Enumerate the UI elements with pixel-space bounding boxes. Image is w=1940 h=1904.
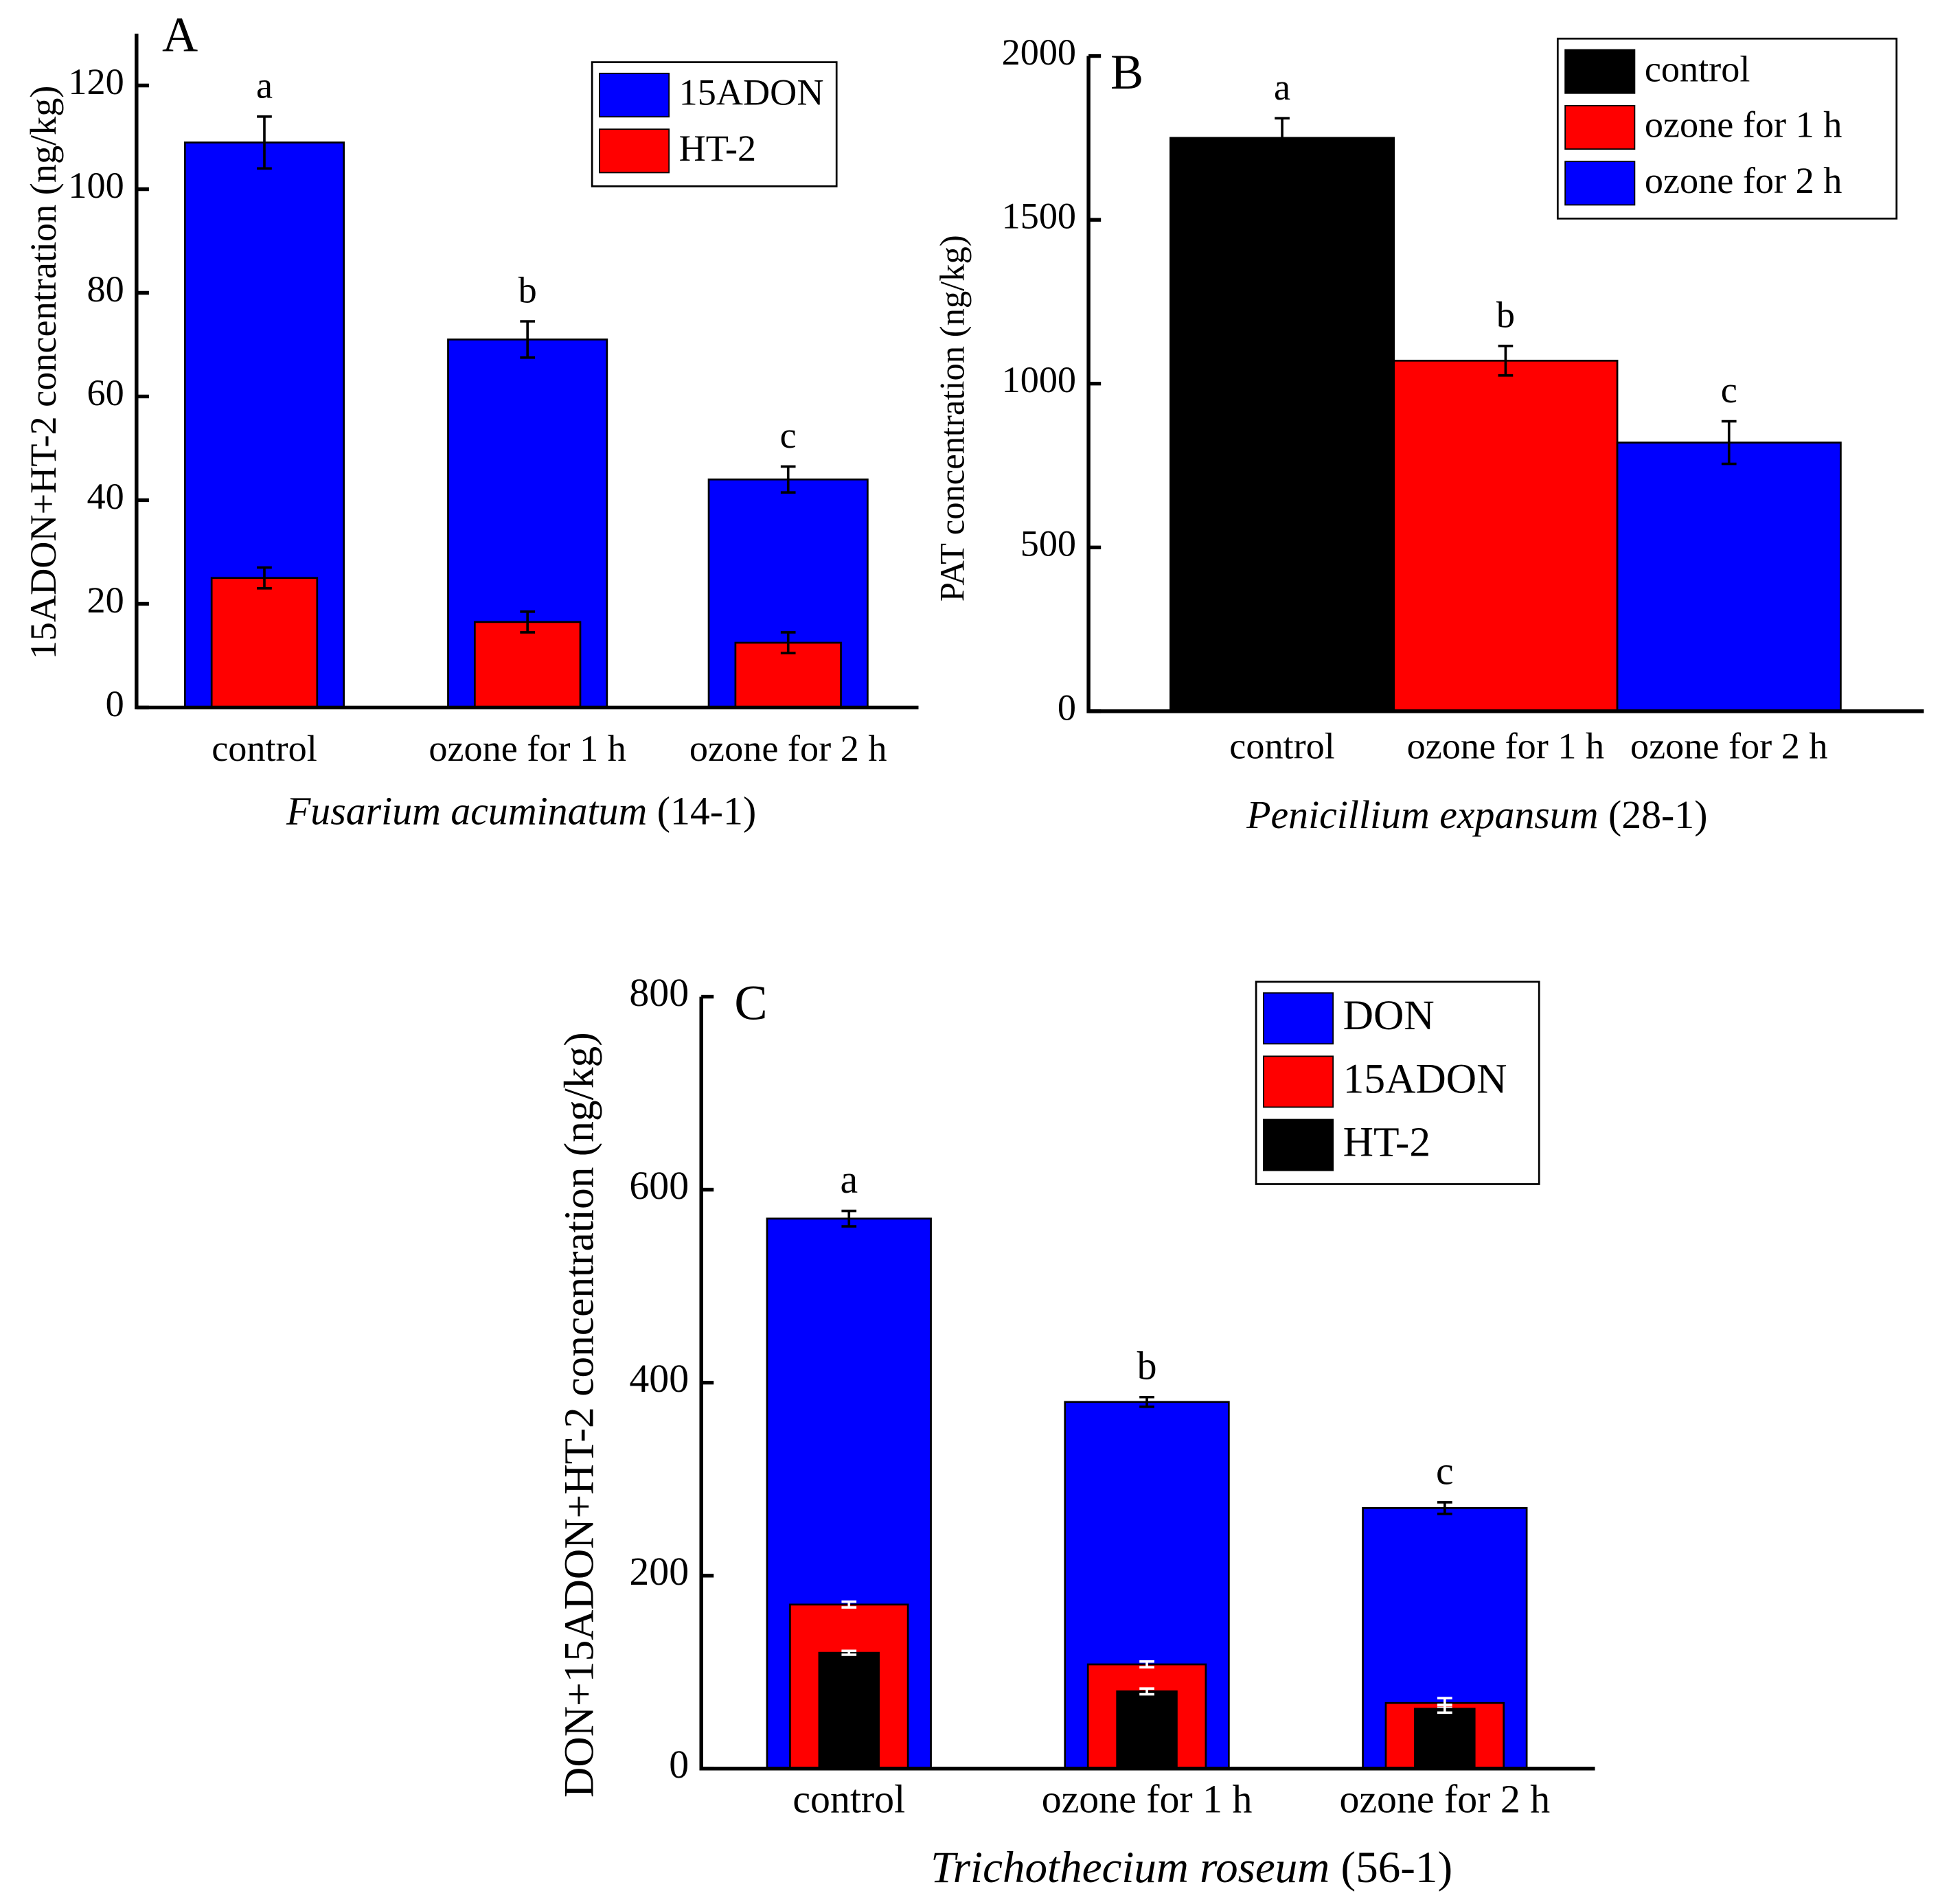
error-bar xyxy=(841,1209,857,1228)
y-tick-label: 1500 xyxy=(1002,196,1076,237)
legend-swatch xyxy=(1263,992,1334,1045)
panel-label: B xyxy=(1110,45,1143,100)
significance-letter: a xyxy=(1274,67,1290,108)
x-tick-label: control xyxy=(1229,725,1335,766)
y-tick-label: 1000 xyxy=(1002,359,1076,400)
bar xyxy=(1169,137,1395,713)
panel: a b c 0 500 1000 1500 2000 control ozone for 1 h o… xyxy=(933,32,1924,837)
legend-label: 15ADON xyxy=(679,72,824,113)
y-tick-label: 40 xyxy=(87,476,124,517)
panel: a b c 0 200 400 600 800 control ozone for 1 h ozon… xyxy=(556,970,1595,1892)
x-tick-label: control xyxy=(212,728,317,769)
x-tick-label: ozone for 1 h xyxy=(1042,1777,1253,1822)
x-tick-label: ozone for 1 h xyxy=(1407,725,1605,766)
legend-label: ozone for 1 h xyxy=(1645,104,1842,146)
x-axis-label-strain: (14-1) xyxy=(657,789,757,834)
y-tick-label: 120 xyxy=(68,61,124,102)
y-tick-label: 2000 xyxy=(1002,32,1076,73)
legend-label: HT-2 xyxy=(1343,1119,1430,1165)
bar xyxy=(1393,359,1619,713)
x-axis-label: Penicillium expansum (28-1) xyxy=(1246,792,1707,837)
error-bar xyxy=(257,115,272,170)
y-tick-label: 100 xyxy=(68,165,124,206)
bar xyxy=(1616,441,1842,713)
error-bar xyxy=(257,566,272,590)
error-bar xyxy=(520,320,535,359)
bar xyxy=(473,621,582,709)
legend-label: 15ADON xyxy=(1343,1055,1507,1102)
error-bar xyxy=(1437,1501,1452,1515)
error-bar xyxy=(780,465,796,494)
y-tick-label: 600 xyxy=(629,1163,689,1208)
y-tick-label: 0 xyxy=(106,683,124,724)
y-axis-label: PAT concentration (ng/kg) xyxy=(933,235,971,601)
x-axis-label-strain: (56-1) xyxy=(1341,1843,1453,1892)
significance-letter: c xyxy=(780,415,797,456)
significance-letter: b xyxy=(1496,295,1515,336)
y-tick-label: 0 xyxy=(669,1742,689,1787)
x-axis-label-strain: (28-1) xyxy=(1608,792,1708,837)
panel-label: C xyxy=(734,975,767,1030)
legend-label: DON xyxy=(1343,992,1435,1039)
error-bar xyxy=(1139,1687,1154,1696)
x-tick-label: ozone for 2 h xyxy=(689,728,887,769)
y-tick-label: 400 xyxy=(629,1356,689,1401)
x-axis-label-species: Trichothecium roseum xyxy=(931,1843,1330,1892)
error-bar xyxy=(841,1649,857,1656)
x-axis-label: Fusarium acuminatum (14-1) xyxy=(286,789,756,834)
legend-label: control xyxy=(1645,48,1750,89)
legend-swatch xyxy=(1263,1055,1334,1108)
x-tick-label: ozone for 2 h xyxy=(1339,1777,1550,1822)
legend-swatch xyxy=(1564,49,1636,94)
x-tick-label: ozone for 1 h xyxy=(429,728,626,769)
error-bar xyxy=(520,610,535,634)
y-tick-label: 80 xyxy=(87,268,124,310)
panel: a b c 0 20 40 60 80 100 120 control ozone for 1 h oz… xyxy=(23,8,919,834)
y-tick-label: 200 xyxy=(629,1549,689,1594)
legend-label: HT-2 xyxy=(679,128,756,169)
bar xyxy=(210,577,319,709)
legend-label: ozone for 2 h xyxy=(1645,160,1842,201)
y-tick-label: 60 xyxy=(87,372,124,413)
panel-label: A xyxy=(162,8,198,62)
x-axis-label: Trichothecium roseum (56-1) xyxy=(931,1843,1452,1892)
y-tick-label: 800 xyxy=(629,970,689,1015)
y-axis-label: 15ADON+HT-2 concentration (ng/kg) xyxy=(23,86,64,660)
x-axis-label-species: Penicillium expansum xyxy=(1246,792,1598,837)
error-bar xyxy=(1498,345,1514,377)
error-bar xyxy=(1139,1660,1154,1669)
significance-letter: a xyxy=(840,1157,858,1202)
error-bar xyxy=(1437,1704,1452,1714)
error-bar xyxy=(1721,420,1737,466)
legend-swatch xyxy=(1263,1119,1334,1171)
legend-swatch xyxy=(1564,104,1636,150)
error-bar xyxy=(1139,1395,1154,1408)
legend-swatch xyxy=(599,128,670,174)
x-tick-label: control xyxy=(792,1777,905,1822)
significance-letter: c xyxy=(1436,1448,1454,1493)
legend-swatch xyxy=(1564,161,1636,206)
error-bar xyxy=(780,631,796,654)
y-tick-label: 500 xyxy=(1020,523,1076,564)
legend-swatch xyxy=(599,72,670,118)
significance-letter: b xyxy=(518,270,537,311)
y-tick-label: 20 xyxy=(87,580,124,621)
error-bar xyxy=(1275,117,1290,159)
significance-letter: c xyxy=(1721,369,1737,411)
bar xyxy=(1116,1690,1178,1770)
bar xyxy=(818,1651,880,1770)
significance-letter: a xyxy=(256,65,273,106)
x-tick-label: ozone for 2 h xyxy=(1630,725,1828,766)
error-bar xyxy=(841,1600,857,1609)
y-axis-label: DON+15ADON+HT-2 concentration (ng/kg) xyxy=(556,1032,603,1798)
x-axis-label-species: Fusarium acuminatum xyxy=(286,789,647,834)
significance-letter: b xyxy=(1137,1343,1157,1388)
bar xyxy=(1414,1708,1476,1770)
y-tick-label: 0 xyxy=(1058,687,1076,728)
